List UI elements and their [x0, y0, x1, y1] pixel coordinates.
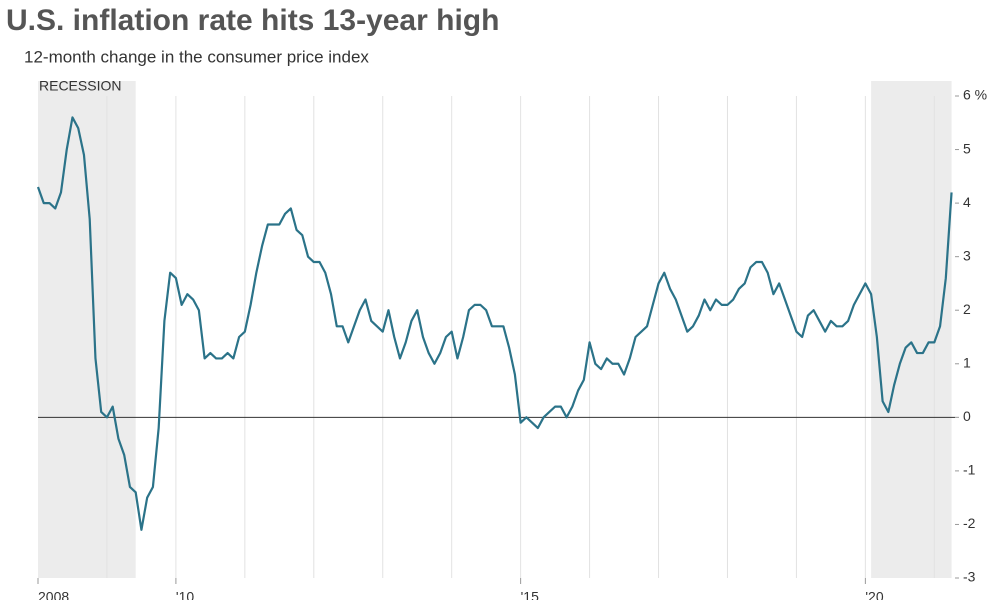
x-tick-label: '20	[865, 589, 883, 600]
y-tick-label: 4	[963, 194, 971, 210]
x-tick-label: '15	[521, 589, 539, 600]
x-tick-label: '10	[176, 589, 194, 600]
y-tick-label: 1	[963, 354, 971, 370]
y-tick-label: 6 %	[963, 87, 987, 103]
line-series	[36, 116, 953, 531]
x-tick-label: 2008	[38, 589, 69, 600]
recession-band	[38, 81, 136, 578]
y-tick-label: 5	[963, 140, 971, 156]
y-tick-label: 3	[963, 247, 971, 263]
chart-subtitle: 12-month change in the consumer price in…	[24, 47, 369, 66]
y-tick-label: 0	[963, 408, 971, 424]
chart-title: U.S. inflation rate hits 13-year high	[6, 4, 499, 37]
y-tick-label: -3	[963, 569, 976, 585]
recession-label: RECESSION	[39, 78, 121, 94]
y-tick-label: 2	[963, 301, 971, 317]
y-tick-label: -2	[963, 515, 976, 531]
y-tick-label: -1	[963, 462, 976, 478]
